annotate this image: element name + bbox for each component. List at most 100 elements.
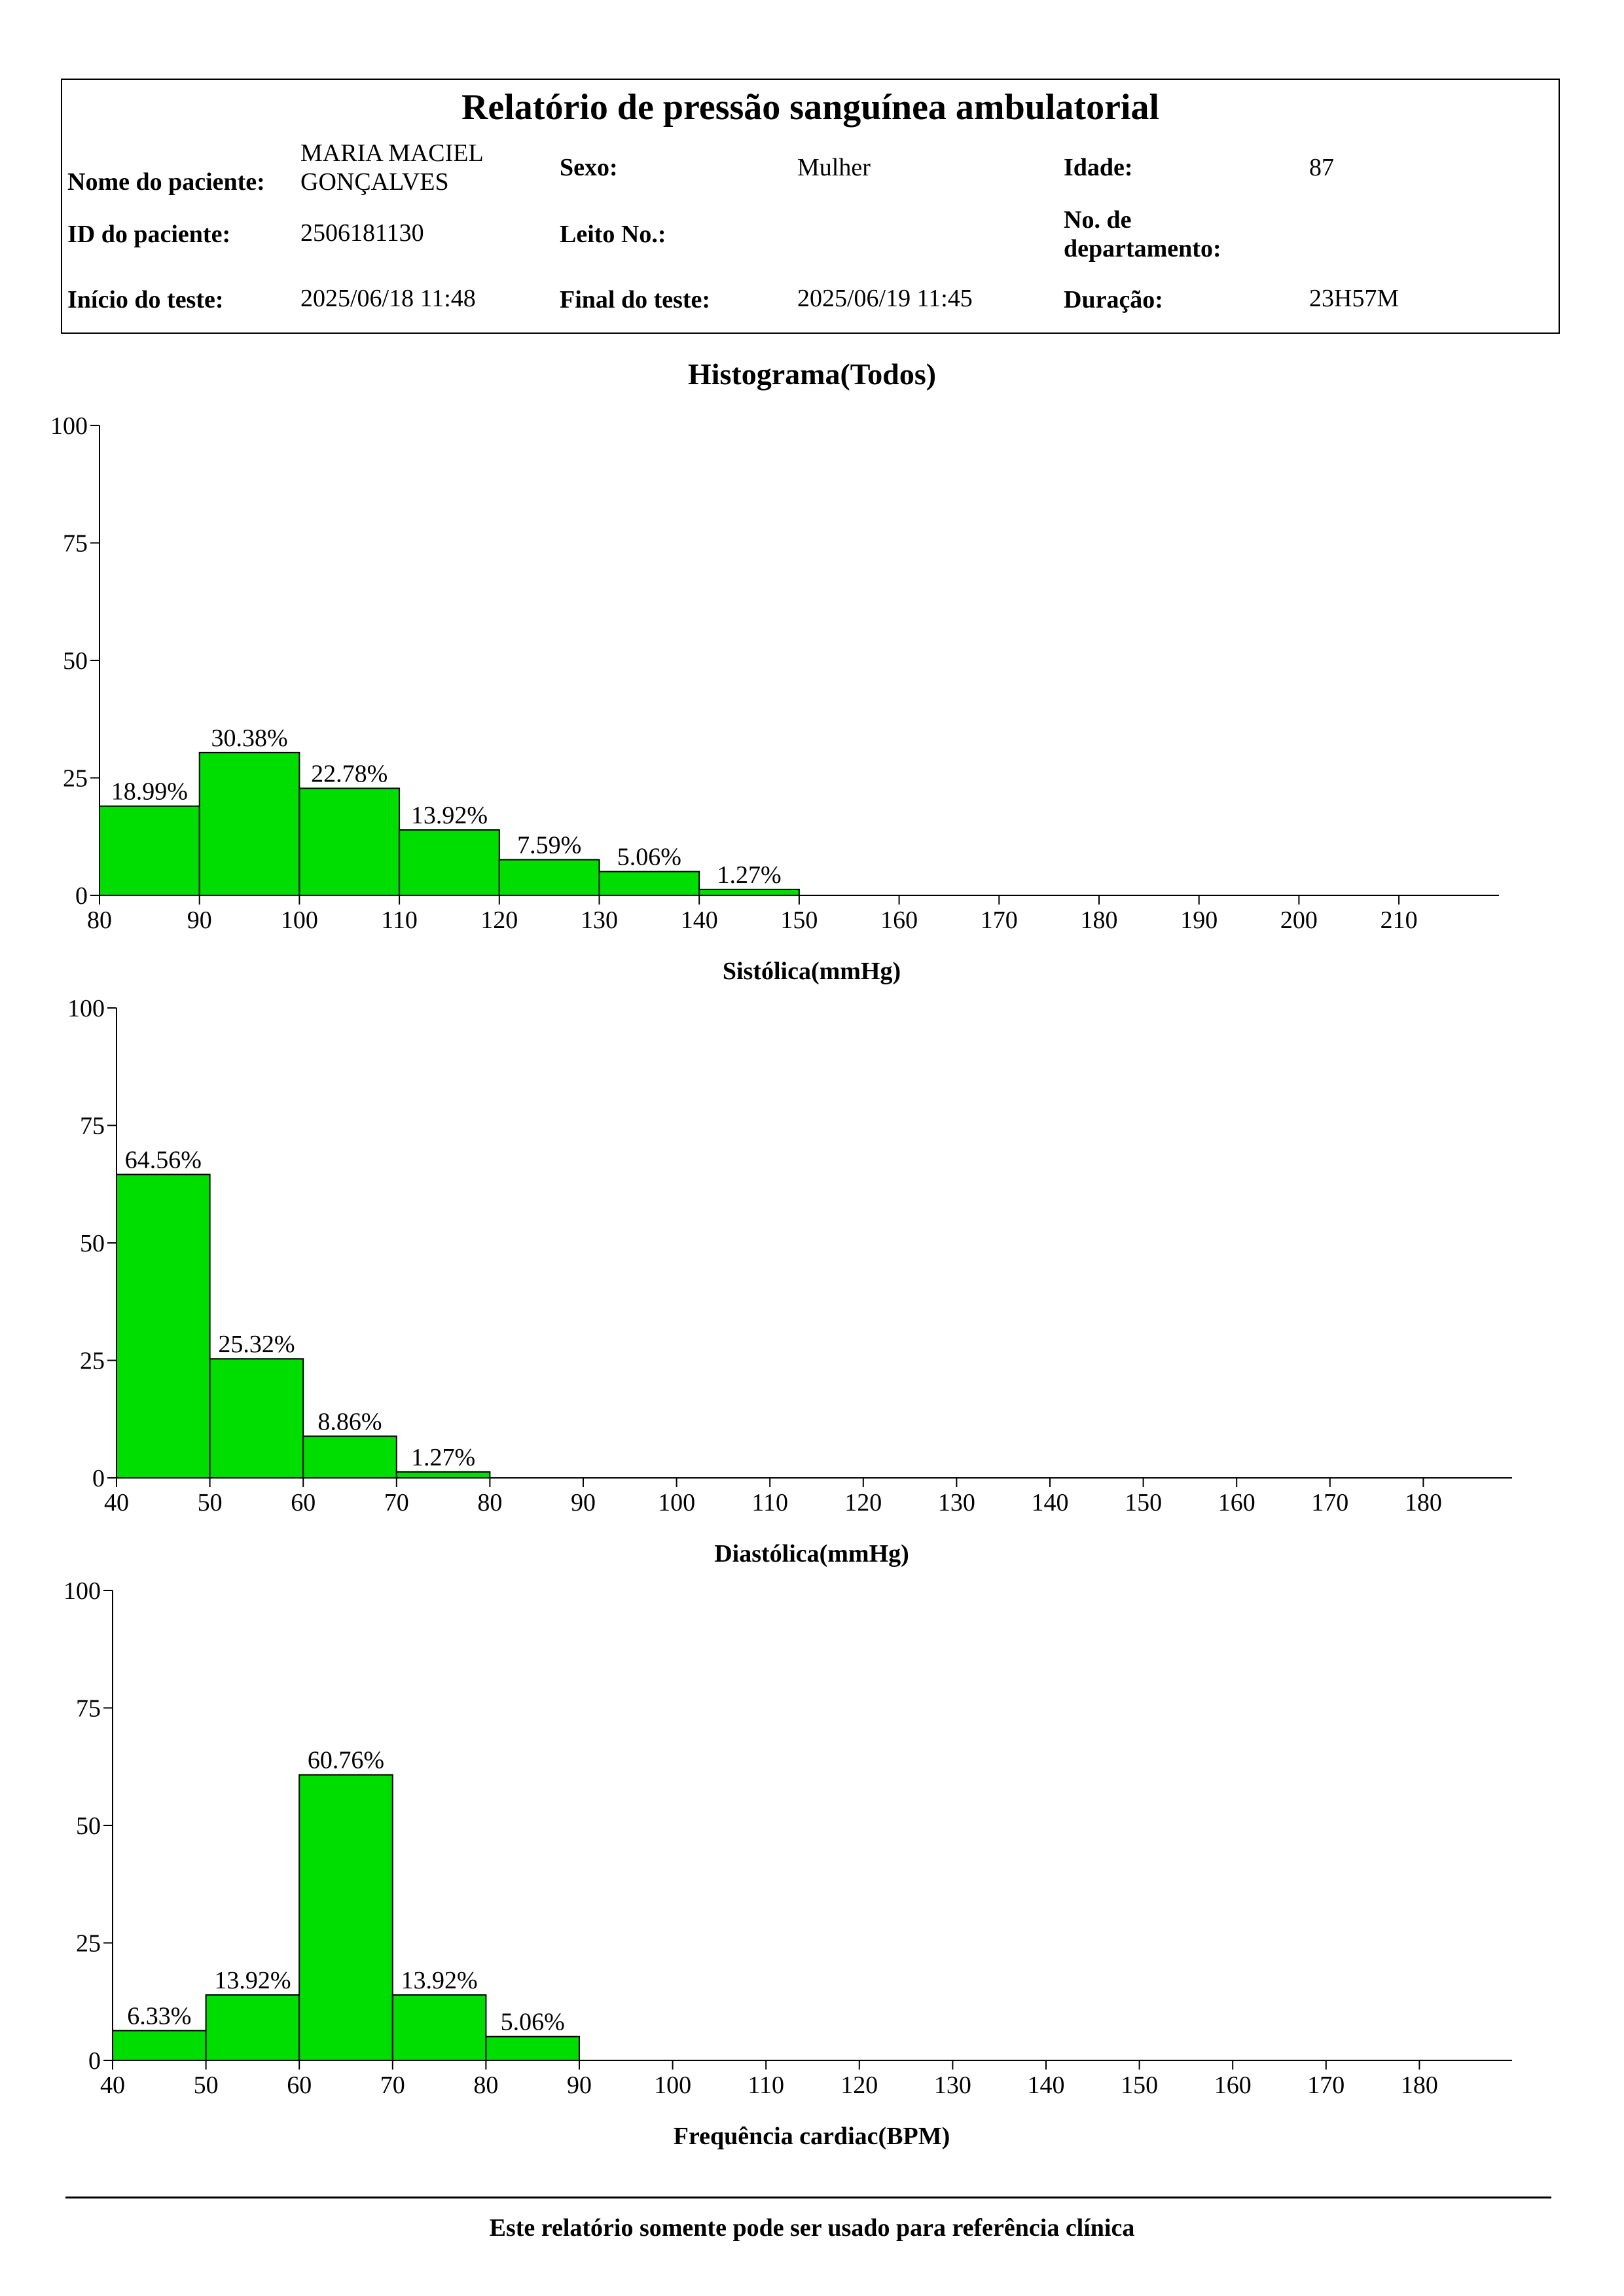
y-tick-label: 25 bbox=[80, 1348, 105, 1375]
y-tick-label: 100 bbox=[50, 412, 88, 440]
x-tick-label: 90 bbox=[571, 1489, 596, 1516]
bar-percent-label: 7.59% bbox=[517, 832, 581, 859]
x-tick-label: 140 bbox=[1028, 2072, 1065, 2099]
histogram-bar bbox=[99, 805, 200, 896]
x-tick-label: 70 bbox=[384, 1489, 409, 1516]
bar-percent-label: 30.38% bbox=[211, 725, 287, 752]
x-tick-label: 210 bbox=[1380, 906, 1418, 934]
x-tick-label: 160 bbox=[1218, 1489, 1255, 1516]
sex-label: Sexo: bbox=[560, 154, 618, 181]
histogram-bar bbox=[598, 870, 700, 896]
x-tick-label: 140 bbox=[681, 906, 718, 934]
y-tick-label: 100 bbox=[67, 995, 105, 1022]
x-tick-label: 130 bbox=[934, 2072, 971, 2099]
histogram-bar bbox=[205, 1994, 300, 2061]
bar-percent-label: 25.32% bbox=[218, 1331, 295, 1358]
x-tick-label: 90 bbox=[567, 2072, 592, 2099]
x-tick-label: 50 bbox=[198, 1489, 223, 1516]
y-tick-label: 25 bbox=[63, 765, 88, 793]
x-tick-label: 90 bbox=[187, 906, 212, 934]
patient-id-label: ID do paciente: bbox=[67, 221, 231, 248]
footer-note: Este relatório somente pode ser usado pa… bbox=[489, 2214, 1135, 2242]
bar-percent-label: 8.86% bbox=[317, 1408, 382, 1435]
x-tick-label: 60 bbox=[287, 2072, 312, 2099]
histogram-bar bbox=[698, 888, 800, 897]
x-tick-label: 120 bbox=[840, 2072, 878, 2099]
histogram-bar bbox=[198, 751, 300, 896]
bar-percent-label: 13.92% bbox=[401, 1967, 478, 1994]
x-tick-label: 60 bbox=[291, 1489, 316, 1516]
bar-percent-label: 6.33% bbox=[127, 2003, 191, 2030]
x-tick-label: 180 bbox=[1401, 2072, 1438, 2099]
x-tick-label: 110 bbox=[381, 906, 418, 934]
x-tick-label: 150 bbox=[1121, 2072, 1158, 2099]
patient-info-box: Relatório de pressão sanguínea ambulator… bbox=[61, 79, 1560, 334]
x-tick-label: 120 bbox=[480, 906, 518, 934]
duration-value: 23H57M bbox=[1309, 285, 1399, 312]
histogram-bar bbox=[399, 829, 500, 896]
x-tick-label: 110 bbox=[751, 1489, 788, 1516]
diastolic-histogram: 64.56% 25.32% 8.86% 1.27% 0 25 50 75 100 40 50 60 70… bbox=[67, 995, 1512, 1568]
age-value: 87 bbox=[1309, 154, 1334, 181]
x-tick-label: 80 bbox=[87, 906, 112, 934]
patient-name-line1: MARIA MACIEL bbox=[300, 139, 484, 167]
histogram-bar bbox=[209, 1358, 304, 1479]
histogram-bar bbox=[395, 1471, 491, 1479]
x-tick-label: 180 bbox=[1405, 1489, 1442, 1516]
x-tick-label: 200 bbox=[1280, 906, 1318, 934]
x-axis-title: Frequência cardiac(BPM) bbox=[674, 2123, 950, 2150]
end-label: Final do teste: bbox=[560, 286, 711, 314]
bar-percent-label: 1.27% bbox=[411, 1444, 475, 1471]
x-tick-label: 110 bbox=[748, 2072, 784, 2099]
histogram-bar bbox=[302, 1435, 397, 1479]
y-tick-label: 100 bbox=[63, 1577, 101, 1605]
histogram-bar bbox=[485, 2036, 581, 2061]
department-label-line2: departamento: bbox=[1064, 235, 1221, 262]
start-label: Início do teste: bbox=[67, 286, 224, 314]
x-tick-label: 170 bbox=[981, 906, 1018, 934]
histogram-bar bbox=[391, 1994, 487, 2061]
bar-percent-label: 22.78% bbox=[311, 760, 388, 787]
y-tick-label: 75 bbox=[76, 1695, 101, 1723]
x-tick-label: 140 bbox=[1032, 1489, 1069, 1516]
y-tick-label: 0 bbox=[88, 2047, 101, 2075]
x-tick-label: 130 bbox=[938, 1489, 975, 1516]
y-tick-label: 0 bbox=[75, 882, 88, 910]
x-tick-label: 160 bbox=[880, 906, 918, 934]
x-tick-label: 100 bbox=[281, 906, 318, 934]
systolic-histogram: 18.99% 30.38% 22.78% 13.92% 7.59% 5.06% 1.27% 0… bbox=[50, 412, 1499, 985]
histogram-bar bbox=[498, 859, 600, 896]
x-axis-title: Diastólica(mmHg) bbox=[714, 1540, 909, 1568]
patient-name-line2: GONÇALVES bbox=[300, 168, 449, 196]
x-tick-label: 120 bbox=[844, 1489, 882, 1516]
duration-label: Duração: bbox=[1064, 286, 1163, 314]
patient-id-value: 2506181130 bbox=[300, 219, 424, 247]
footer-divider bbox=[65, 2197, 1551, 2198]
y-tick-label: 25 bbox=[76, 1930, 101, 1958]
histogram-bar bbox=[298, 787, 401, 896]
sex-value: Mulher bbox=[797, 154, 871, 181]
y-tick-label: 0 bbox=[92, 1465, 105, 1492]
x-tick-label: 190 bbox=[1180, 906, 1218, 934]
y-tick-label: 50 bbox=[63, 647, 88, 675]
bar-percent-label: 18.99% bbox=[111, 778, 188, 806]
histogram-bar bbox=[112, 2030, 207, 2061]
end-value: 2025/06/19 11:45 bbox=[797, 285, 973, 312]
department-label-line1: No. de bbox=[1064, 206, 1132, 234]
bar-percent-label: 64.56% bbox=[125, 1146, 202, 1174]
x-tick-label: 100 bbox=[658, 1489, 695, 1516]
patient-name-label: Nome do paciente: bbox=[67, 168, 265, 196]
x-tick-label: 80 bbox=[473, 2072, 498, 2099]
age-label: Idade: bbox=[1064, 154, 1133, 181]
bar-percent-label: 60.76% bbox=[308, 1747, 384, 1774]
x-tick-label: 50 bbox=[194, 2072, 219, 2099]
y-tick-label: 75 bbox=[63, 530, 88, 558]
x-tick-label: 130 bbox=[581, 906, 618, 934]
start-value: 2025/06/18 11:48 bbox=[300, 285, 476, 312]
histogram-bar bbox=[298, 1774, 393, 2061]
x-tick-label: 40 bbox=[104, 1489, 129, 1516]
x-tick-label: 80 bbox=[477, 1489, 502, 1516]
y-tick-label: 50 bbox=[76, 1812, 101, 1840]
histogram-bar bbox=[116, 1174, 211, 1479]
x-tick-label: 40 bbox=[100, 2072, 125, 2099]
